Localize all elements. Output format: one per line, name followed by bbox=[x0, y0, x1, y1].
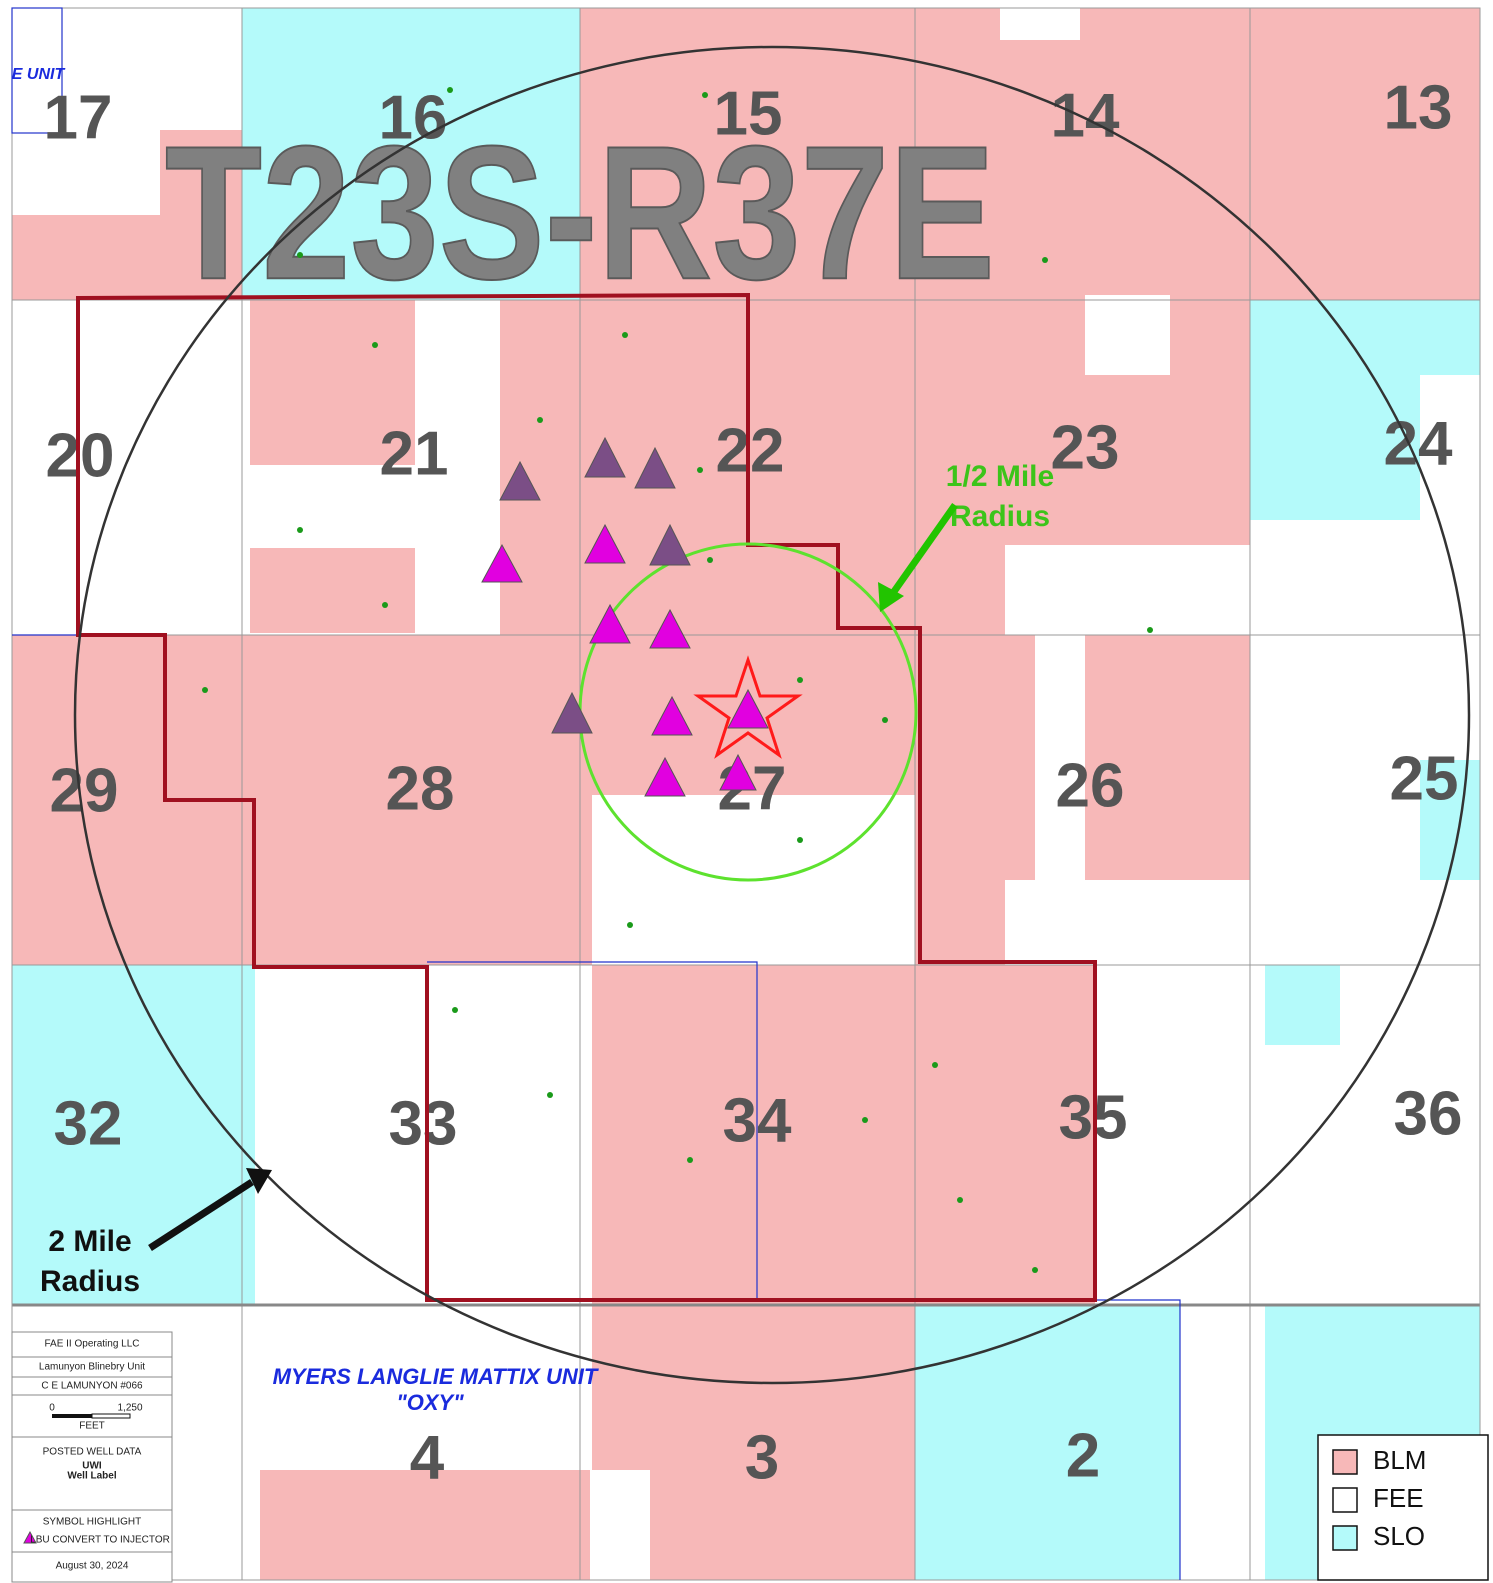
township-title: T23S-R37E bbox=[165, 107, 995, 319]
section-number: 3 bbox=[745, 1423, 779, 1492]
map: T23S-R37E 17 16 15 14 13 20 21 22 23 24 … bbox=[0, 0, 1493, 1583]
operator: FAE II Operating LLC bbox=[44, 1339, 139, 1350]
section-number: 4 bbox=[410, 1423, 445, 1492]
well: C E LAMUNYON #066 bbox=[41, 1381, 143, 1392]
section-number: 2 bbox=[1066, 1421, 1100, 1490]
section-number: 36 bbox=[1394, 1079, 1463, 1148]
symbol-label: LBU CONVERT TO INJECTOR bbox=[30, 1535, 170, 1546]
section-number: 21 bbox=[380, 419, 449, 488]
section-number: 26 bbox=[1056, 751, 1125, 820]
section-number: 23 bbox=[1051, 413, 1120, 482]
section-number: 15 bbox=[714, 79, 783, 148]
legend-label: SLO bbox=[1373, 1521, 1425, 1551]
section-number: 33 bbox=[389, 1089, 458, 1158]
section-number: 28 bbox=[386, 754, 455, 823]
section-number: 32 bbox=[54, 1089, 123, 1158]
legend-swatch bbox=[1333, 1488, 1357, 1512]
section-number: 13 bbox=[1384, 73, 1453, 142]
unit-label: E UNIT bbox=[12, 66, 66, 83]
annotation: Radius bbox=[950, 500, 1050, 533]
legend-label: BLM bbox=[1373, 1445, 1426, 1475]
scale-start: 0 bbox=[49, 1403, 55, 1414]
legend-swatch bbox=[1333, 1450, 1357, 1474]
legend: BLM FEE SLO bbox=[1318, 1435, 1488, 1580]
section-number: 25 bbox=[1390, 744, 1459, 813]
scale-unit: FEET bbox=[79, 1421, 105, 1432]
annotation: Radius bbox=[40, 1265, 140, 1298]
posted-title: POSTED WELL DATA bbox=[43, 1447, 142, 1458]
section-number: 14 bbox=[1051, 81, 1120, 150]
well-label: Well Label bbox=[67, 1471, 116, 1482]
legend-swatch bbox=[1333, 1526, 1357, 1550]
unit: Lamunyon Blinebry Unit bbox=[39, 1362, 145, 1373]
info-box: FAE II Operating LLC Lamunyon Blinebry U… bbox=[12, 1332, 172, 1582]
date: August 30, 2024 bbox=[56, 1561, 129, 1572]
scale-end: 1,250 bbox=[117, 1403, 142, 1414]
section-number: 17 bbox=[44, 83, 113, 152]
annotation: "OXY" bbox=[396, 1390, 464, 1415]
annotation: 1/2 Mile bbox=[946, 460, 1054, 493]
symbol-title: SYMBOL HIGHLIGHT bbox=[43, 1517, 142, 1528]
annotation: MYERS LANGLIE MATTIX UNIT bbox=[273, 1364, 599, 1389]
legend-label: FEE bbox=[1373, 1483, 1424, 1513]
annotation: 2 Mile bbox=[48, 1225, 131, 1258]
section-number: 34 bbox=[723, 1086, 792, 1155]
section-number: 24 bbox=[1384, 409, 1453, 478]
